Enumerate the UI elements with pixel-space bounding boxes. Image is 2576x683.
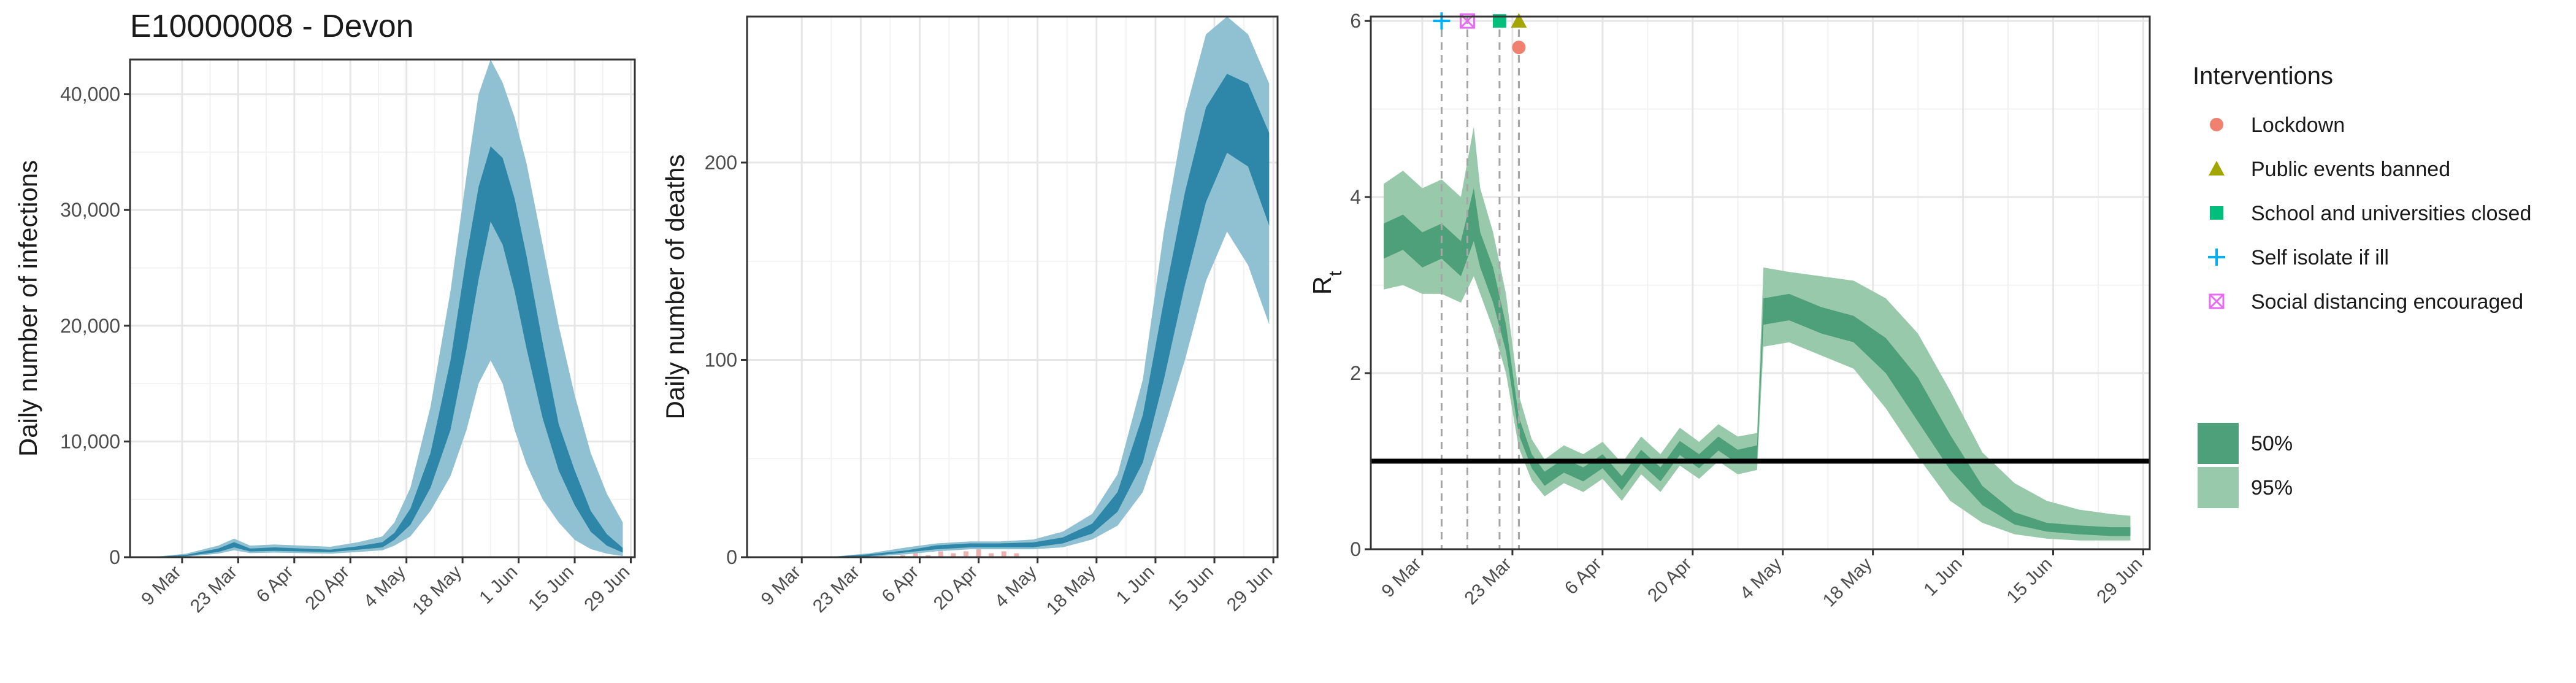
plot-area xyxy=(150,60,623,557)
x-tick-label: 15 Jun xyxy=(524,562,578,615)
observed-death-bar xyxy=(976,549,981,557)
legend-marker-x2 xyxy=(2209,293,2225,309)
legend-item-label: Public events banned xyxy=(2251,158,2450,181)
y-tick-label: 0 xyxy=(109,546,120,568)
legend-intervention-items: Lockdown Public events banned School and u… xyxy=(2208,114,2531,314)
figure-title: E10000008 - Devon xyxy=(130,9,414,44)
x-tick-label: 6 Apr xyxy=(1561,554,1606,599)
x-tick-label: 9 Mar xyxy=(757,562,805,610)
y-tick-label: 0 xyxy=(726,546,737,568)
y-axis-title-text: Daily number of infections xyxy=(13,160,42,457)
band-50 xyxy=(150,146,623,557)
y-tick-label: 2 xyxy=(1350,362,1361,384)
legend-item-label: School and universities closed xyxy=(2251,202,2531,225)
observed-death-bar xyxy=(926,555,931,557)
y-axis-title-text: R xyxy=(1308,276,1336,295)
y-axis-title: Rt xyxy=(1308,271,1346,295)
x-tick-label: 4 May xyxy=(1736,554,1786,604)
y-tick-label: 6 xyxy=(1350,10,1361,32)
x-tick-label: 18 May xyxy=(1043,562,1100,619)
plot-border xyxy=(746,15,1279,558)
legend-marker-box xyxy=(2209,293,2225,309)
y-tick-label: 20,000 xyxy=(60,315,120,337)
legend-marker xyxy=(2208,249,2225,266)
y-axis-title-text: Daily number of deaths xyxy=(661,155,689,420)
x-tick-label: 9 Mar xyxy=(137,562,185,610)
legend-band-swatch xyxy=(2198,423,2239,464)
x-tick-label: 20 Apr xyxy=(1644,554,1696,606)
x-tick-label: 18 May xyxy=(1819,554,1876,611)
x-tick-label: 20 Apr xyxy=(302,562,354,614)
x-tick-label: 29 Jun xyxy=(2093,554,2146,608)
x-tick-label: 29 Jun xyxy=(580,562,634,615)
legend-item-label: Social distancing encouraged xyxy=(2251,290,2523,314)
observed-death-bar xyxy=(938,551,943,557)
legend-item-label: Self isolate if ill xyxy=(2251,246,2389,269)
rt-panel: 9 Mar 23 Mar 6 Apr 20 Apr 4 May 18 May 1 Jun 15… xyxy=(1308,10,2151,611)
observed-death-bar xyxy=(989,553,994,557)
legend-band-label: 95% xyxy=(2251,476,2293,500)
x-tick-label: 18 May xyxy=(408,562,466,619)
x-tick-label: 23 Mar xyxy=(1460,554,1515,609)
legend-marker xyxy=(2210,206,2223,220)
y-tick-label: 4 xyxy=(1350,186,1361,208)
intervention-marker xyxy=(1512,41,1526,55)
y-tick-label: 30,000 xyxy=(60,199,120,221)
plot-border xyxy=(129,58,636,558)
y-tick-label: 10,000 xyxy=(60,430,120,452)
x-tick-label: 1 Jun xyxy=(1113,562,1159,608)
y-axis-title: Daily number of infections xyxy=(13,160,42,457)
legend-title: Interventions xyxy=(2193,63,2333,90)
intervention-marker xyxy=(1511,13,1527,28)
legend-band-swatch xyxy=(2198,467,2239,508)
intervention-marker xyxy=(1433,12,1451,30)
deaths-panel: 9 Mar 23 Mar 6 Apr 20 Apr 4 May 18 May 1 Jun 15… xyxy=(661,15,1279,619)
observed-death-bar xyxy=(951,553,956,557)
x-tick-label: 20 Apr xyxy=(930,562,982,614)
band-50 xyxy=(768,74,1270,557)
legend: Interventions Lockdown Public events bann… xyxy=(2193,63,2531,508)
band-50 xyxy=(1384,188,2131,536)
x-tick-label: 15 Jun xyxy=(2003,554,2056,608)
observed-death-bar xyxy=(913,553,918,557)
legend-item-label: Lockdown xyxy=(2251,114,2345,137)
y-axis-title-subscript: t xyxy=(1325,271,1346,276)
observed-death-bar xyxy=(1014,553,1019,557)
y-tick-label: 0 xyxy=(1350,538,1361,560)
x-tick-label: 15 Jun xyxy=(1164,562,1217,615)
legend-marker xyxy=(2209,161,2225,176)
grid-lines xyxy=(747,17,1278,558)
observed-death-bar xyxy=(963,551,968,557)
legend-band-label: 50% xyxy=(2251,432,2293,455)
x-tick-label: 4 May xyxy=(991,562,1041,612)
observed-death-bar xyxy=(900,555,906,557)
x-tick-label: 4 May xyxy=(360,562,410,612)
y-axis-title: Daily number of deaths xyxy=(661,155,689,420)
intervention-marker xyxy=(1492,14,1506,28)
x-tick-label: 1 Jun xyxy=(475,562,521,608)
plot-border xyxy=(1370,15,2151,550)
intervention-marker-box xyxy=(1459,13,1475,29)
x-tick-label: 9 Mar xyxy=(1378,554,1425,602)
legend-marker xyxy=(2210,118,2223,131)
y-tick-label: 100 xyxy=(705,349,737,371)
x-tick-label: 29 Jun xyxy=(1223,562,1276,615)
legend-marker xyxy=(2209,293,2225,309)
plot-area xyxy=(768,17,1270,557)
x-tick-label: 1 Jun xyxy=(1920,554,1966,600)
x-tick-label: 6 Apr xyxy=(878,562,923,607)
x-tick-label: 23 Mar xyxy=(186,562,241,617)
y-tick-label: 200 xyxy=(705,152,737,174)
x-tick-label: 6 Apr xyxy=(253,562,297,607)
x-tick-label: 23 Mar xyxy=(809,562,864,617)
y-tick-label: 40,000 xyxy=(60,83,120,106)
observed-death-bar xyxy=(1001,551,1006,557)
legend-band-items: 50% 95% xyxy=(2198,423,2293,508)
